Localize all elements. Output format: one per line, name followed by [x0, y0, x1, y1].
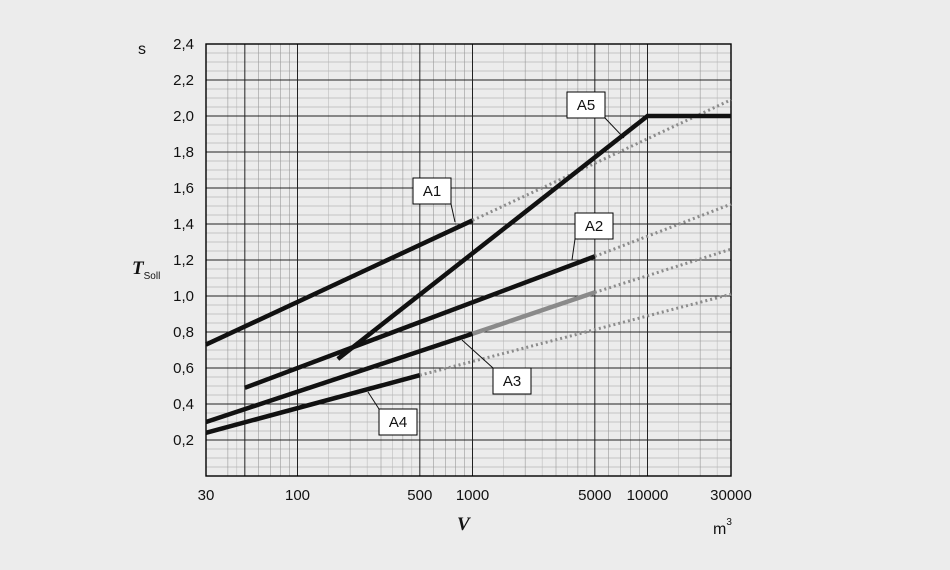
y-tick-label: 1,0	[173, 288, 194, 305]
series-layer	[205, 98, 732, 435]
x-tick-label: 100	[285, 487, 310, 504]
y-tick-label: 2,0	[173, 108, 194, 125]
callout-a2-label: A2	[585, 218, 603, 235]
y-tick-labels: 0,2 0,4 0,6 0,8 1,0 1,2 1,4 1,6 1,8 2,0 2,2 2,4	[173, 36, 194, 449]
callout-a5-leader	[604, 117, 625, 139]
major-grid	[206, 44, 731, 476]
series-a4-line	[205, 373, 421, 435]
y-tick-label: 0,4	[173, 396, 194, 413]
callout-a4-box	[378, 408, 418, 436]
x-tick-label: 30	[198, 487, 215, 504]
callout-a1-box	[412, 177, 452, 205]
series-a2-extension	[594, 202, 732, 258]
x-axis-label: V	[457, 514, 471, 535]
callout-a2-leader	[571, 238, 576, 261]
series-a1-line	[205, 218, 474, 347]
callout-a3-leader	[461, 339, 494, 369]
callout-a4-label: A4	[389, 414, 407, 431]
y-tick-label: 1,2	[173, 252, 194, 269]
callout-a1-label: A1	[423, 183, 441, 200]
y-tick-label: 2,4	[173, 36, 194, 53]
x-tick-label: 500	[407, 487, 432, 504]
x-tick-label: 5000	[578, 487, 611, 504]
callout-a3-box	[492, 367, 532, 395]
callout-a2-box	[574, 212, 614, 240]
y-tick-label: 1,4	[173, 216, 194, 233]
callout-a3-label: A3	[503, 373, 521, 390]
plot-frame	[205, 43, 732, 477]
x-unit-exponent: 3	[726, 517, 732, 528]
callout-a5-label: A5	[577, 97, 595, 114]
series-a3-highlight	[471, 290, 596, 336]
series-a2-line	[244, 254, 596, 390]
series-callouts: A1 A2 A5 A3 A4	[367, 91, 625, 436]
y-axis-subscript: Soll	[144, 271, 161, 282]
x-tick-label: 30000	[710, 487, 752, 504]
callout-a4-leader	[367, 391, 380, 410]
x-tick-label: 1000	[456, 487, 489, 504]
y-tick-label: 1,6	[173, 180, 194, 197]
y-tick-label: 0,2	[173, 432, 194, 449]
series-a3-line	[205, 331, 474, 425]
series-a4-extension	[419, 292, 732, 377]
y-tick-label: 2,2	[173, 72, 194, 89]
y-axis-symbol: T	[132, 258, 145, 279]
y-unit: s	[138, 41, 146, 58]
y-tick-label: 0,8	[173, 324, 194, 341]
series-a5-line	[336, 113, 731, 361]
series-a3-extension	[594, 247, 732, 294]
callout-a5-box	[566, 91, 606, 119]
y-axis-label: TSoll	[132, 258, 160, 282]
y-tick-label: 0,6	[173, 360, 194, 377]
callout-a1-leader	[450, 203, 456, 223]
x-tick-label: 10000	[627, 487, 669, 504]
x-unit: m3	[713, 517, 732, 538]
x-tick-labels: 30 100 500 1000 5000 10000 30000	[198, 487, 752, 504]
x-unit-base: m	[713, 521, 726, 538]
y-tick-label: 1,8	[173, 144, 194, 161]
